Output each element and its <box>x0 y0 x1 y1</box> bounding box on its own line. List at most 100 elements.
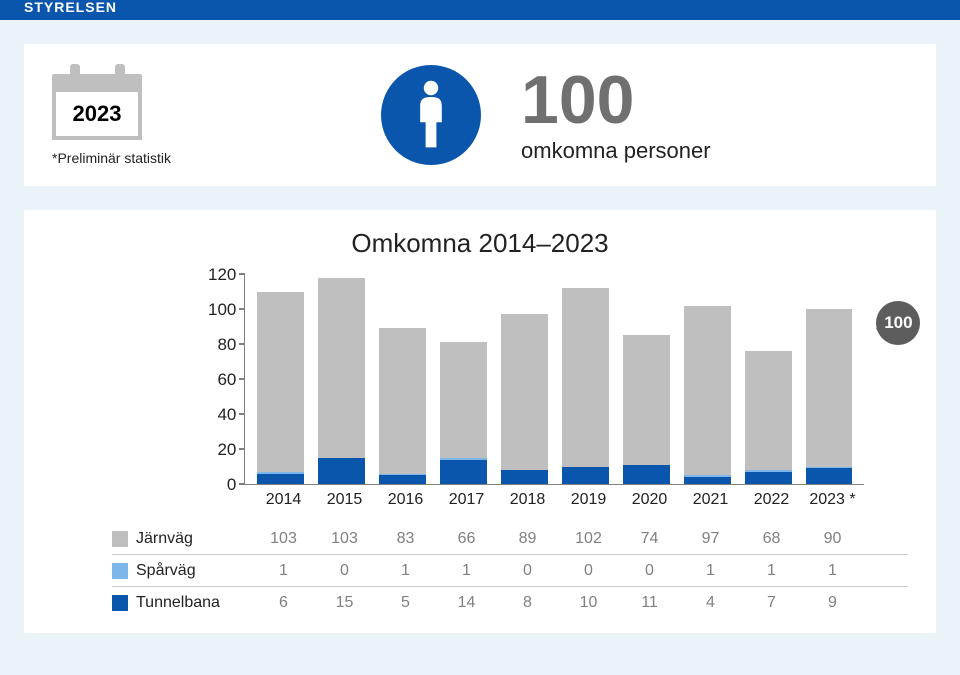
bar-segment <box>623 335 670 465</box>
bar-segment <box>623 465 670 484</box>
data-cells: 6 15 5 14 8 10 11 479 <box>248 594 868 612</box>
legend-swatch <box>112 563 128 579</box>
chart-plot: 100 <box>244 275 864 485</box>
bar-segment <box>379 328 426 473</box>
calendar-block: 2023 *Preliminär statistik <box>52 64 171 166</box>
bar-segment <box>257 474 304 485</box>
data-cell: 1 <box>382 562 429 580</box>
header-bar: STYRELSEN <box>0 0 960 20</box>
bar-segment <box>745 351 792 470</box>
bar-column <box>806 275 853 484</box>
legend-swatch <box>112 595 128 611</box>
legend-label: Tunnelbana <box>136 594 220 612</box>
bar-segment <box>257 292 304 472</box>
bar-segment <box>318 458 365 484</box>
data-cell: 7 <box>748 594 795 612</box>
data-cell: 11 <box>626 594 673 612</box>
x-tick-label: 2016 <box>382 491 429 509</box>
preliminary-note: *Preliminär statistik <box>52 150 171 166</box>
chart-panel: Omkomna 2014–2023 120100806040200 100 20… <box>24 210 936 633</box>
bar-segment <box>440 342 487 458</box>
data-cell: 0 <box>504 562 551 580</box>
person-icon <box>381 65 481 165</box>
data-cell: 4 <box>687 594 734 612</box>
bar-segment <box>440 460 487 485</box>
x-tick-label: 2021 <box>687 491 734 509</box>
legend-swatch <box>112 531 128 547</box>
big-number-block: 100 omkomna personer <box>521 66 711 164</box>
bar-segment <box>806 309 853 467</box>
fatality-label: omkomna personer <box>521 138 711 164</box>
data-cell: 74 <box>626 530 673 548</box>
x-tick-label: 2019 <box>565 491 612 509</box>
data-cell: 103 <box>260 530 307 548</box>
table-row: Spårväg1011000111 <box>112 555 908 587</box>
bar-segment <box>684 477 731 484</box>
data-table: Järnväg10310383668910274976890Spårväg101… <box>112 523 908 619</box>
chart-title: Omkomna 2014–2023 <box>52 228 908 259</box>
x-tick-label: 2020 <box>626 491 673 509</box>
x-tick-label: 2015 <box>321 491 368 509</box>
x-tick-label: 2018 <box>504 491 551 509</box>
bar-segment <box>684 306 731 476</box>
data-cell: 0 <box>321 562 368 580</box>
legend-label: Järnväg <box>136 530 193 548</box>
bar-column <box>318 275 365 484</box>
data-cells: 103 103 83 66 89 102 74 97 68 90 <box>248 530 868 548</box>
bar-column <box>379 275 426 484</box>
y-axis: 120100806040200 <box>208 275 236 485</box>
data-cell: 1 <box>748 562 795 580</box>
chart-area: 120100806040200 100 <box>52 275 908 485</box>
data-cell: 1 <box>687 562 734 580</box>
bar-segment <box>501 470 548 484</box>
bar-segment <box>379 475 426 484</box>
data-cell: 1 <box>443 562 490 580</box>
x-tick-label: 2014 <box>260 491 307 509</box>
legend-cell: Spårväg <box>112 562 248 580</box>
table-row: Järnväg 103 103 83 66 89 102 74 97 68 90 <box>112 523 908 555</box>
data-cell: 103 <box>321 530 368 548</box>
data-cell: 5 <box>382 594 429 612</box>
bar-column <box>623 275 670 484</box>
legend-label: Spårväg <box>136 562 196 580</box>
data-cell: 9 <box>809 594 856 612</box>
bar-segment <box>318 278 365 458</box>
table-row: Tunnelbana 6 15 5 14 8 10 11 479 <box>112 587 908 619</box>
bar-column <box>440 275 487 484</box>
bar-segment <box>501 314 548 470</box>
data-cells: 1011000111 <box>248 562 868 580</box>
data-cell: 0 <box>565 562 612 580</box>
header-text: STYRELSEN <box>24 0 117 15</box>
bar-segment <box>562 467 609 485</box>
fatality-count: 100 <box>521 66 711 134</box>
data-cell: 102 <box>565 530 612 548</box>
legend-cell: Tunnelbana <box>112 594 248 612</box>
data-cell: 15 <box>321 594 368 612</box>
x-axis-labels: 2014 2015 2016 2017 2018 2019 2020 2021 2022 2023… <box>248 491 868 509</box>
data-cell: 14 <box>443 594 490 612</box>
data-cell: 66 <box>443 530 490 548</box>
bar-column <box>562 275 609 484</box>
data-cell: 10 <box>565 594 612 612</box>
legend-cell: Järnväg <box>112 530 248 548</box>
bar-segment <box>745 472 792 484</box>
data-cell: 1 <box>260 562 307 580</box>
x-tick-label: 2023 * <box>809 491 856 509</box>
x-tick-label: 2017 <box>443 491 490 509</box>
data-cell: 97 <box>687 530 734 548</box>
data-cell: 90 <box>809 530 856 548</box>
x-tick-label: 2022 <box>748 491 795 509</box>
data-cell: 6 <box>260 594 307 612</box>
bar-column <box>684 275 731 484</box>
bar-column <box>501 275 548 484</box>
data-cell: 89 <box>504 530 551 548</box>
data-cell: 1 <box>809 562 856 580</box>
calendar-icon: 2023 <box>52 64 142 140</box>
data-cell: 8 <box>504 594 551 612</box>
data-cell: 68 <box>748 530 795 548</box>
callout-value: 100 <box>884 313 912 333</box>
data-cell: 0 <box>626 562 673 580</box>
calendar-year: 2023 <box>73 101 122 127</box>
bar-column <box>257 275 304 484</box>
data-cell: 83 <box>382 530 429 548</box>
